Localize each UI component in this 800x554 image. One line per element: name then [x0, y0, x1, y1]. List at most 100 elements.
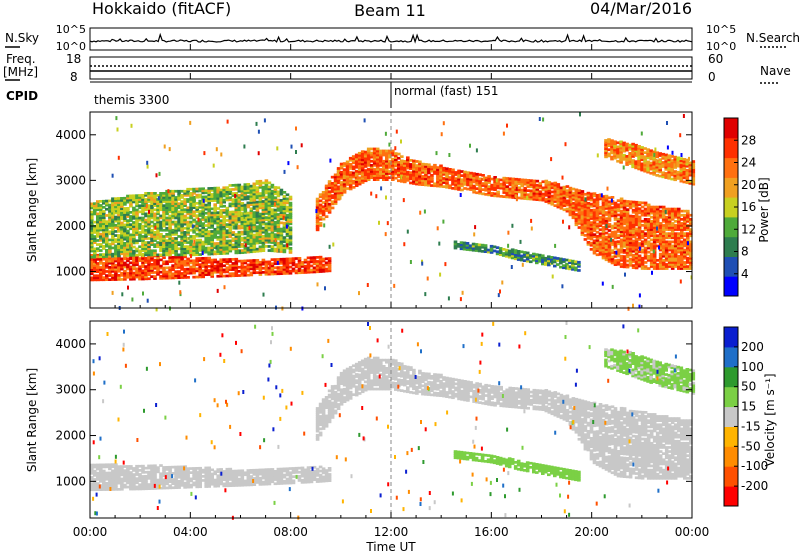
power-cell: [186, 192, 190, 195]
power-cell: [285, 259, 290, 263]
power-cell: [607, 219, 612, 222]
power-cell: [511, 177, 515, 181]
power-cell: [132, 208, 136, 212]
power-cell: [240, 193, 245, 197]
power-cell: [412, 173, 416, 177]
power-cell: [276, 231, 281, 235]
power-cell: [213, 227, 217, 231]
power-cell: [649, 155, 653, 159]
power-cell: [324, 194, 329, 198]
power-cell: [198, 253, 202, 256]
power-cell: [225, 235, 230, 239]
power-cell: [111, 201, 115, 205]
power-cell: [195, 206, 199, 209]
power-cell: [192, 275, 196, 279]
power-cell: [541, 256, 545, 260]
power-cell: [105, 214, 109, 217]
power-cell: [114, 270, 118, 273]
power-cell: [640, 166, 644, 170]
power-cell: [129, 254, 133, 257]
power-cell: [418, 164, 422, 168]
power-cell: [102, 199, 106, 203]
power-cell: [394, 176, 398, 180]
power-cell: [285, 265, 290, 269]
power-cell: [90, 276, 94, 280]
power-cell: [427, 183, 431, 187]
power-cell: [372, 151, 377, 155]
power-cell: [159, 200, 163, 203]
power-cell: [162, 274, 166, 278]
power-cell: [382, 164, 386, 167]
power-cell: [327, 257, 332, 260]
power-cell: [655, 220, 660, 223]
power-cell: [282, 221, 287, 225]
power-cell: [680, 246, 684, 250]
power-cell: [279, 240, 284, 243]
power-cell: [168, 192, 172, 195]
power-cell: [165, 235, 169, 238]
power-cell: [225, 233, 230, 237]
power-cell: [670, 209, 675, 213]
power-cell: [382, 153, 386, 157]
power-cell: [604, 155, 608, 159]
power-cell: [135, 255, 139, 258]
power-cell: [652, 234, 657, 238]
power-cell: [213, 193, 217, 196]
power-cell: [595, 214, 600, 218]
power-cell: [686, 220, 690, 223]
power-cell: [270, 266, 275, 270]
power-cell: [252, 182, 257, 186]
power-cell: [141, 263, 145, 266]
power-cell: [469, 182, 473, 185]
power-cell: [90, 223, 94, 226]
power-cell: [586, 222, 591, 226]
power-cell: [637, 217, 642, 221]
power-cell: [628, 156, 632, 159]
power-cell: [156, 258, 160, 262]
power-cell: [604, 221, 609, 225]
power-cell: [210, 240, 214, 243]
power-cell: [246, 246, 251, 250]
power-cell: [619, 232, 624, 236]
power-cell: [180, 263, 184, 267]
power-cell: [643, 203, 648, 207]
power-cell: [222, 188, 226, 192]
power-cell: [240, 269, 245, 273]
power-cell: [421, 177, 425, 180]
power-cell: [96, 206, 100, 209]
power-cell: [234, 259, 239, 263]
power-cell: [652, 259, 657, 262]
power-cell: [102, 262, 106, 265]
power-cell: [577, 199, 582, 203]
power-cell: [556, 185, 561, 188]
power-cell: [412, 178, 416, 181]
power-cell: [204, 234, 208, 238]
power-cell: [327, 202, 332, 206]
power-cell: [634, 200, 639, 204]
power-cell: [270, 268, 275, 272]
power-speckle: [551, 260, 553, 265]
power-cell: [186, 245, 190, 248]
power-cell: [315, 222, 320, 225]
power-speckle: [142, 253, 144, 257]
power-cell: [598, 224, 603, 227]
power-cell: [379, 164, 383, 167]
power-cell: [658, 238, 663, 242]
power-cell: [210, 226, 214, 229]
power-cell: [492, 245, 497, 249]
power-cell: [622, 220, 627, 223]
power-cell: [686, 228, 690, 231]
power-cell: [658, 246, 663, 250]
power-cell: [523, 180, 527, 184]
power-cell: [348, 171, 353, 174]
power-cell: [192, 200, 196, 203]
power-cell: [126, 200, 130, 204]
power-cell: [541, 260, 545, 264]
power-cell: [640, 256, 645, 260]
power-cell: [637, 167, 641, 171]
power-cell: [129, 233, 133, 237]
power-cell: [577, 263, 581, 266]
power-cell: [589, 198, 594, 202]
power-cell: [631, 146, 635, 150]
power-cell: [544, 189, 549, 193]
